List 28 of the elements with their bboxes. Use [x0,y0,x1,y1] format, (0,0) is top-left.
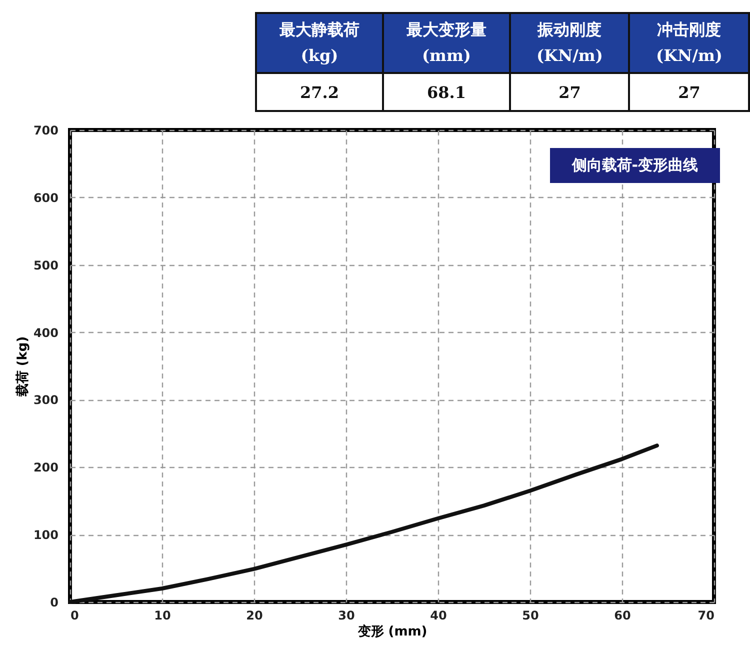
y-tick-label: 300 [33,393,58,408]
y-tick-label: 100 [33,528,58,542]
text: 最大变形量(mm) [382,13,510,73]
text: 68.1 [382,73,510,111]
y-tick-label: 600 [33,190,58,205]
x-tick-label: 30 [338,608,355,622]
text: 27 [629,73,749,111]
x-tick-label: 40 [430,608,447,622]
y-tick-label: 400 [33,326,58,340]
x-tick-label: 70 [698,608,714,622]
y-tick-label: 0 [50,596,58,610]
y-tick-label: 700 [33,124,58,138]
text: 27 [510,73,630,111]
x-tick-label: 0 [70,608,79,622]
text: 冲击刚度(KN/m) [629,13,749,73]
x-tick-label: 60 [614,608,631,622]
y-axis-title: 载荷 (kg) [14,336,30,398]
x-tick-label: 50 [522,608,539,622]
x-tick-label: 10 [154,608,171,622]
text: 最大静载荷(kg) [256,13,383,73]
y-tick-label: 500 [33,258,58,272]
x-axis-title: 变形 (mm) [356,624,428,640]
line-series [68,444,659,604]
y-tick-label: 200 [33,460,58,475]
text: 27.2 [256,73,383,111]
text: 振动刚度(KN/m) [510,13,630,73]
text: 侧向载荷-变形曲线 [550,148,720,183]
x-tick-label: 20 [246,608,263,622]
